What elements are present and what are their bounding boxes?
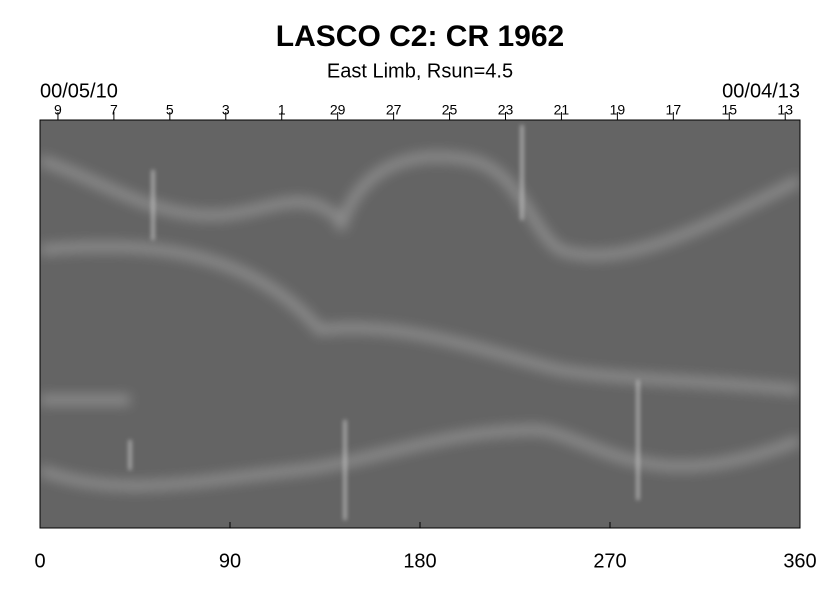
top-tick-label: 19	[610, 102, 626, 118]
streamer	[335, 151, 800, 261]
top-tick-label: 17	[666, 102, 682, 118]
top-tick-label: 15	[721, 102, 737, 118]
top-tick-label: 7	[110, 102, 118, 118]
streamer	[40, 424, 800, 491]
image-background	[40, 120, 800, 528]
x-tick-label: 180	[403, 550, 436, 572]
streamer	[40, 241, 800, 395]
top-tick-label: 3	[222, 102, 230, 118]
end-date: 00/04/13	[722, 80, 800, 102]
synoptic-image	[40, 120, 800, 528]
top-tick-label: 23	[498, 102, 514, 118]
top-tick-label: 5	[166, 102, 174, 118]
chart-title: LASCO C2: CR 1962	[276, 20, 564, 53]
top-tick-label: 25	[442, 102, 458, 118]
x-tick-label: 270	[593, 550, 626, 572]
x-tick-label: 0	[34, 550, 45, 572]
top-tick-label: 29	[330, 102, 346, 118]
top-tick-label: 13	[777, 102, 793, 118]
start-date: 00/05/10	[40, 80, 118, 102]
chart-subtitle: East Limb, Rsun=4.5	[327, 60, 513, 82]
top-tick-label: 27	[386, 102, 402, 118]
x-tick-label: 90	[219, 550, 241, 572]
top-tick-label: 21	[554, 102, 570, 118]
top-tick-label: 1	[278, 102, 286, 118]
top-tick-label: 9	[54, 102, 62, 118]
streamer	[40, 155, 344, 224]
x-tick-label: 360	[783, 550, 816, 572]
